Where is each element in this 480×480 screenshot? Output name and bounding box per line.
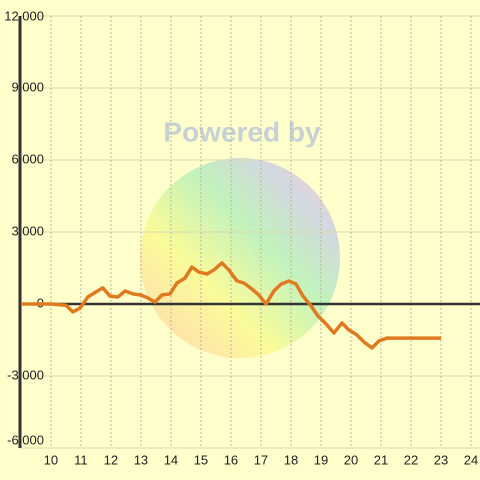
x-tick-label: 20 [344,452,358,467]
x-tick-label: 17 [254,452,268,467]
y-tick-label: -6,000 [7,432,44,447]
x-tick-label: 15 [194,452,208,467]
x-tick-label: 23 [434,452,448,467]
x-tick-label: 22 [404,452,418,467]
x-tick-label: 14 [164,452,178,467]
x-tick-label: 13 [134,452,148,467]
x-tick-label: 16 [224,452,238,467]
y-tick-label: -3,000 [7,367,44,382]
x-tick-label: 12 [104,452,118,467]
y-tick-label: 9,000 [11,79,44,94]
y-tick-label: 6,000 [11,151,44,166]
x-tick-label: 11 [74,452,88,467]
data-line [20,261,441,350]
watermark-logo: Powered by [140,116,340,358]
y-tick-label: 12,000 [4,8,44,23]
y-tick-label: 3,000 [11,223,44,238]
x-tick-label: 19 [314,452,328,467]
x-tick-label: 10 [44,452,58,467]
x-tick-label: 24 [464,452,478,467]
x-tick-label: 18 [284,452,298,467]
x-tick-label: 21 [374,452,388,467]
watermark: Powered by [163,116,321,147]
